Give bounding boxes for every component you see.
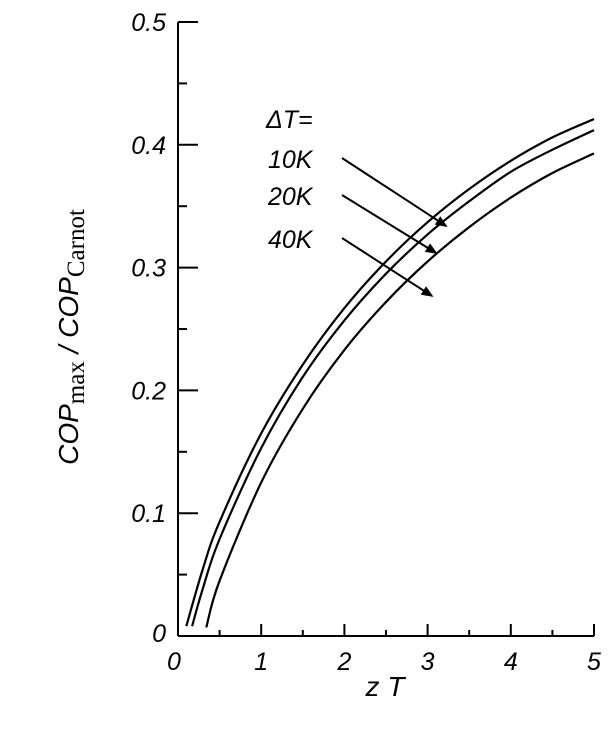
y-axis-title-sep: / — [53, 338, 84, 361]
series-line-20k — [191, 129, 595, 627]
annotation-label-10k: 10K — [268, 146, 314, 174]
x-tick-label: 0 — [167, 648, 181, 676]
x-axis-title: z T — [365, 671, 407, 702]
annotations: 10K 20K 40K — [267, 146, 448, 297]
y-axis-title-part1: COP — [53, 404, 84, 465]
y-tick-label: 0.4 — [131, 132, 166, 160]
annotation-arrow-20k — [341, 194, 438, 254]
x-tick-label: 5 — [587, 648, 601, 676]
annotation-arrow-10k — [341, 157, 448, 227]
annotation-label-40k: 40K — [268, 226, 314, 254]
y-tick-label: 0.2 — [131, 377, 166, 405]
annotation-arrow-40k — [341, 237, 434, 297]
series-line-10k — [185, 117, 595, 627]
y-tick-label: 0.3 — [131, 255, 166, 283]
y-axis-title-part2: COP — [53, 277, 84, 338]
annotation-label-20k: 20K — [267, 183, 314, 211]
annotation-header: ΔT= — [265, 106, 313, 134]
x-tick-label: 4 — [504, 648, 518, 676]
x-tick-label: 2 — [336, 648, 351, 676]
x-tick-label: 1 — [254, 648, 268, 676]
x-tick-label: 3 — [421, 648, 435, 676]
y-tick-label: 0 — [152, 620, 166, 648]
y-axis-title: COPmax / COPCarnot — [53, 209, 90, 465]
series-line-40k — [205, 152, 595, 628]
y-tick-label: 0.5 — [131, 9, 166, 37]
series-curves — [185, 117, 595, 628]
y-axis-title-sub2: Carnot — [63, 209, 90, 277]
tick-labels: 0 1 2 3 4 5 0 0.1 0.2 0.3 0.4 0.5 — [131, 9, 601, 676]
y-axis-title-sub1: max — [63, 361, 90, 405]
ticks — [177, 21, 595, 636]
y-tick-label: 0.1 — [131, 500, 166, 528]
